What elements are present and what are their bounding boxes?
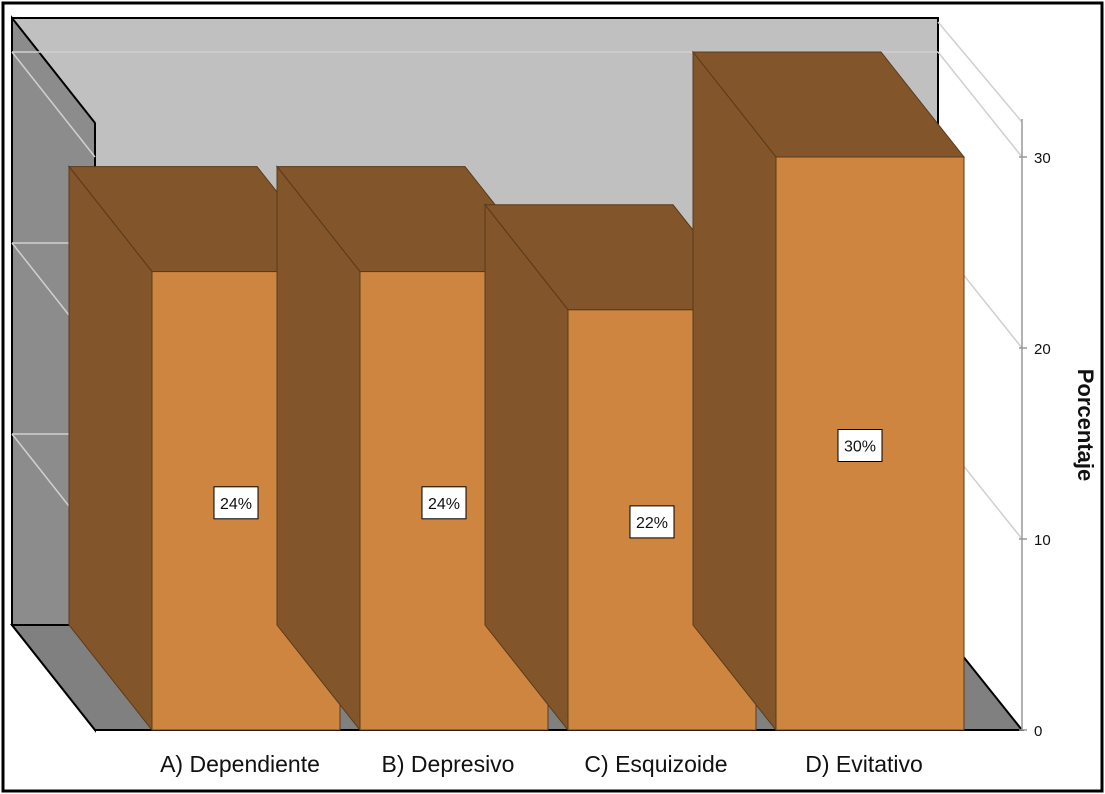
category-label: B) Depresivo [382, 751, 515, 777]
gridline-side [11, 51, 96, 158]
gridline-diagonal [937, 21, 1023, 123]
data-label: 22% [636, 515, 668, 532]
gridline-diagonal [937, 51, 1023, 158]
data-label: 24% [220, 496, 252, 513]
y-tick-label: 20 [1034, 341, 1051, 358]
bar-side-face [692, 50, 777, 732]
data-label: 24% [428, 496, 460, 513]
data-label-box [421, 486, 467, 520]
category-label: A) Dependiente [160, 751, 320, 777]
y-tick-label: 30 [1034, 150, 1051, 167]
y-tick-label: 0 [1034, 723, 1042, 740]
data-label-box [213, 486, 259, 520]
y-tick-label: 10 [1034, 532, 1051, 549]
data-label-box [837, 429, 883, 462]
category-label: D) Evitativo [805, 751, 923, 777]
data-label-box [629, 505, 675, 539]
y-axis-label: Porcentaje [1073, 369, 1098, 482]
data-label: 30% [844, 439, 876, 456]
category-label: C) Esquizoide [584, 751, 727, 777]
